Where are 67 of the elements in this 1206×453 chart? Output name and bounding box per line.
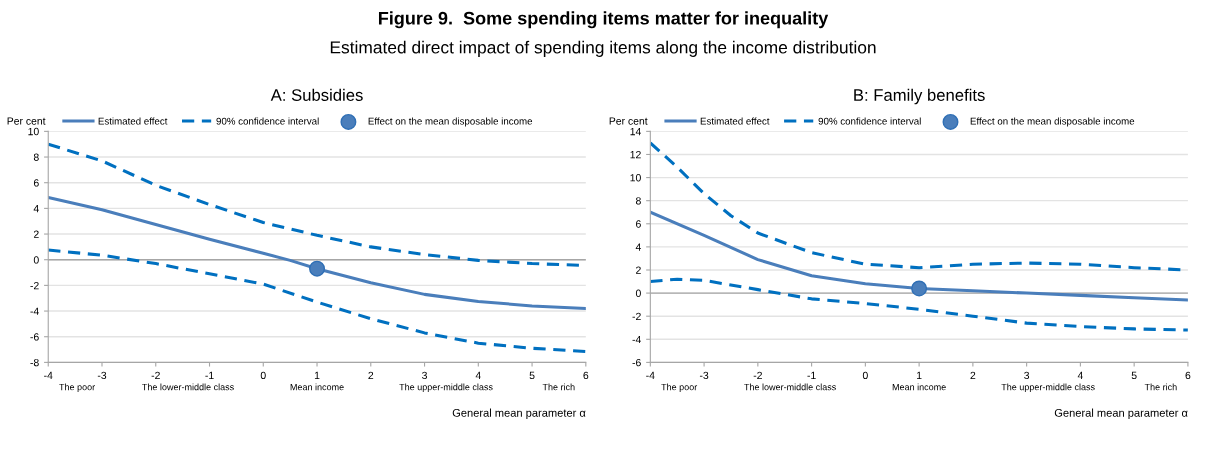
text: The upper-middle class [399,383,493,393]
y-axis-title: Per cent [7,117,46,125]
text: Mean income [290,383,344,391]
x-tick-label: 4 [475,371,481,379]
legend-label: Effect on the mean disposable income [970,117,1135,127]
text: The lower-middle class [142,383,234,391]
legend-label: Estimated effect [98,117,168,125]
x-tick-label: -4 [44,371,53,379]
x-tick-label: -2 [753,371,762,379]
x-tick-label: -1 [205,371,214,379]
y-tick-label: -4 [632,335,641,344]
y-tick-label: 0 [635,289,641,297]
text: The poor [661,383,698,393]
x-tick-label: 1 [917,371,922,379]
x-tick-label: 2 [368,371,374,379]
y-tick-label: 12 [630,150,641,159]
y-tick-label: 6 [636,220,641,228]
x-tick-label: 6 [583,371,589,380]
text: The poor [59,383,95,393]
y-tick-label: -8 [30,358,39,367]
caption: Figure 9. Some spending items matter for inequality [378,11,829,29]
x-tick-label: 1 [314,371,320,379]
y-axis-title: Per cent [609,117,648,125]
y-tick-label: -2 [632,312,641,320]
x-axis-title: General mean parameter α [452,408,586,419]
text: The rich [1144,383,1177,391]
x-tick-label: -3 [699,371,709,380]
x-tick-label: -2 [151,371,160,379]
y-tick-label: 10 [28,127,39,136]
x-tick-label: 6 [1185,371,1191,380]
y-tick-label: 2 [636,266,641,274]
chart-title: B: Family benefits [854,88,985,105]
y-tick-label: -6 [30,333,39,341]
x-tick-label: 4 [1077,371,1083,379]
text: The rich [542,383,575,391]
x-tick-label: 5 [1131,371,1137,380]
legend-label: 90% confidence interval [818,117,921,125]
x-tick-label: -4 [646,371,655,379]
y-tick-label: -6 [632,358,641,367]
x-tick-label: -3 [97,371,107,380]
x-axis-title: General mean parameter α [1054,408,1188,419]
y-tick-label: 8 [635,197,641,205]
x-tick-label: 3 [1024,371,1030,380]
x-tick-label: 2 [970,371,976,379]
legend-label: Estimated effect [700,117,770,125]
x-tick-label: -1 [807,371,816,379]
x-tick-label: 0 [862,371,868,380]
legend-label: Effect on the mean disposable income [368,117,533,127]
y-tick-label: 0 [33,256,39,264]
text: The upper-middle class [1001,383,1095,393]
text: The lower-middle class [744,383,836,391]
y-tick-label: 4 [33,204,39,213]
y-tick-label: 14 [630,127,641,136]
y-tick-label: -4 [30,307,39,315]
text: Estimated direct impact of spending items along the income distribution [330,40,876,57]
chart-title: A: Subsidies [270,88,363,101]
x-tick-label: 5 [529,371,535,380]
x-tick-label: 0 [260,371,266,380]
y-tick-label: 4 [635,243,641,251]
text: Mean income [892,383,946,391]
y-tick-label: 6 [33,179,39,187]
y-tick-label: 10 [630,174,641,182]
y-tick-label: 8 [33,153,39,161]
y-tick-label: 2 [33,230,39,238]
y-tick-label: -2 [30,281,39,290]
x-tick-label: 3 [422,371,427,380]
legend-label: 90% confidence interval [216,117,319,125]
